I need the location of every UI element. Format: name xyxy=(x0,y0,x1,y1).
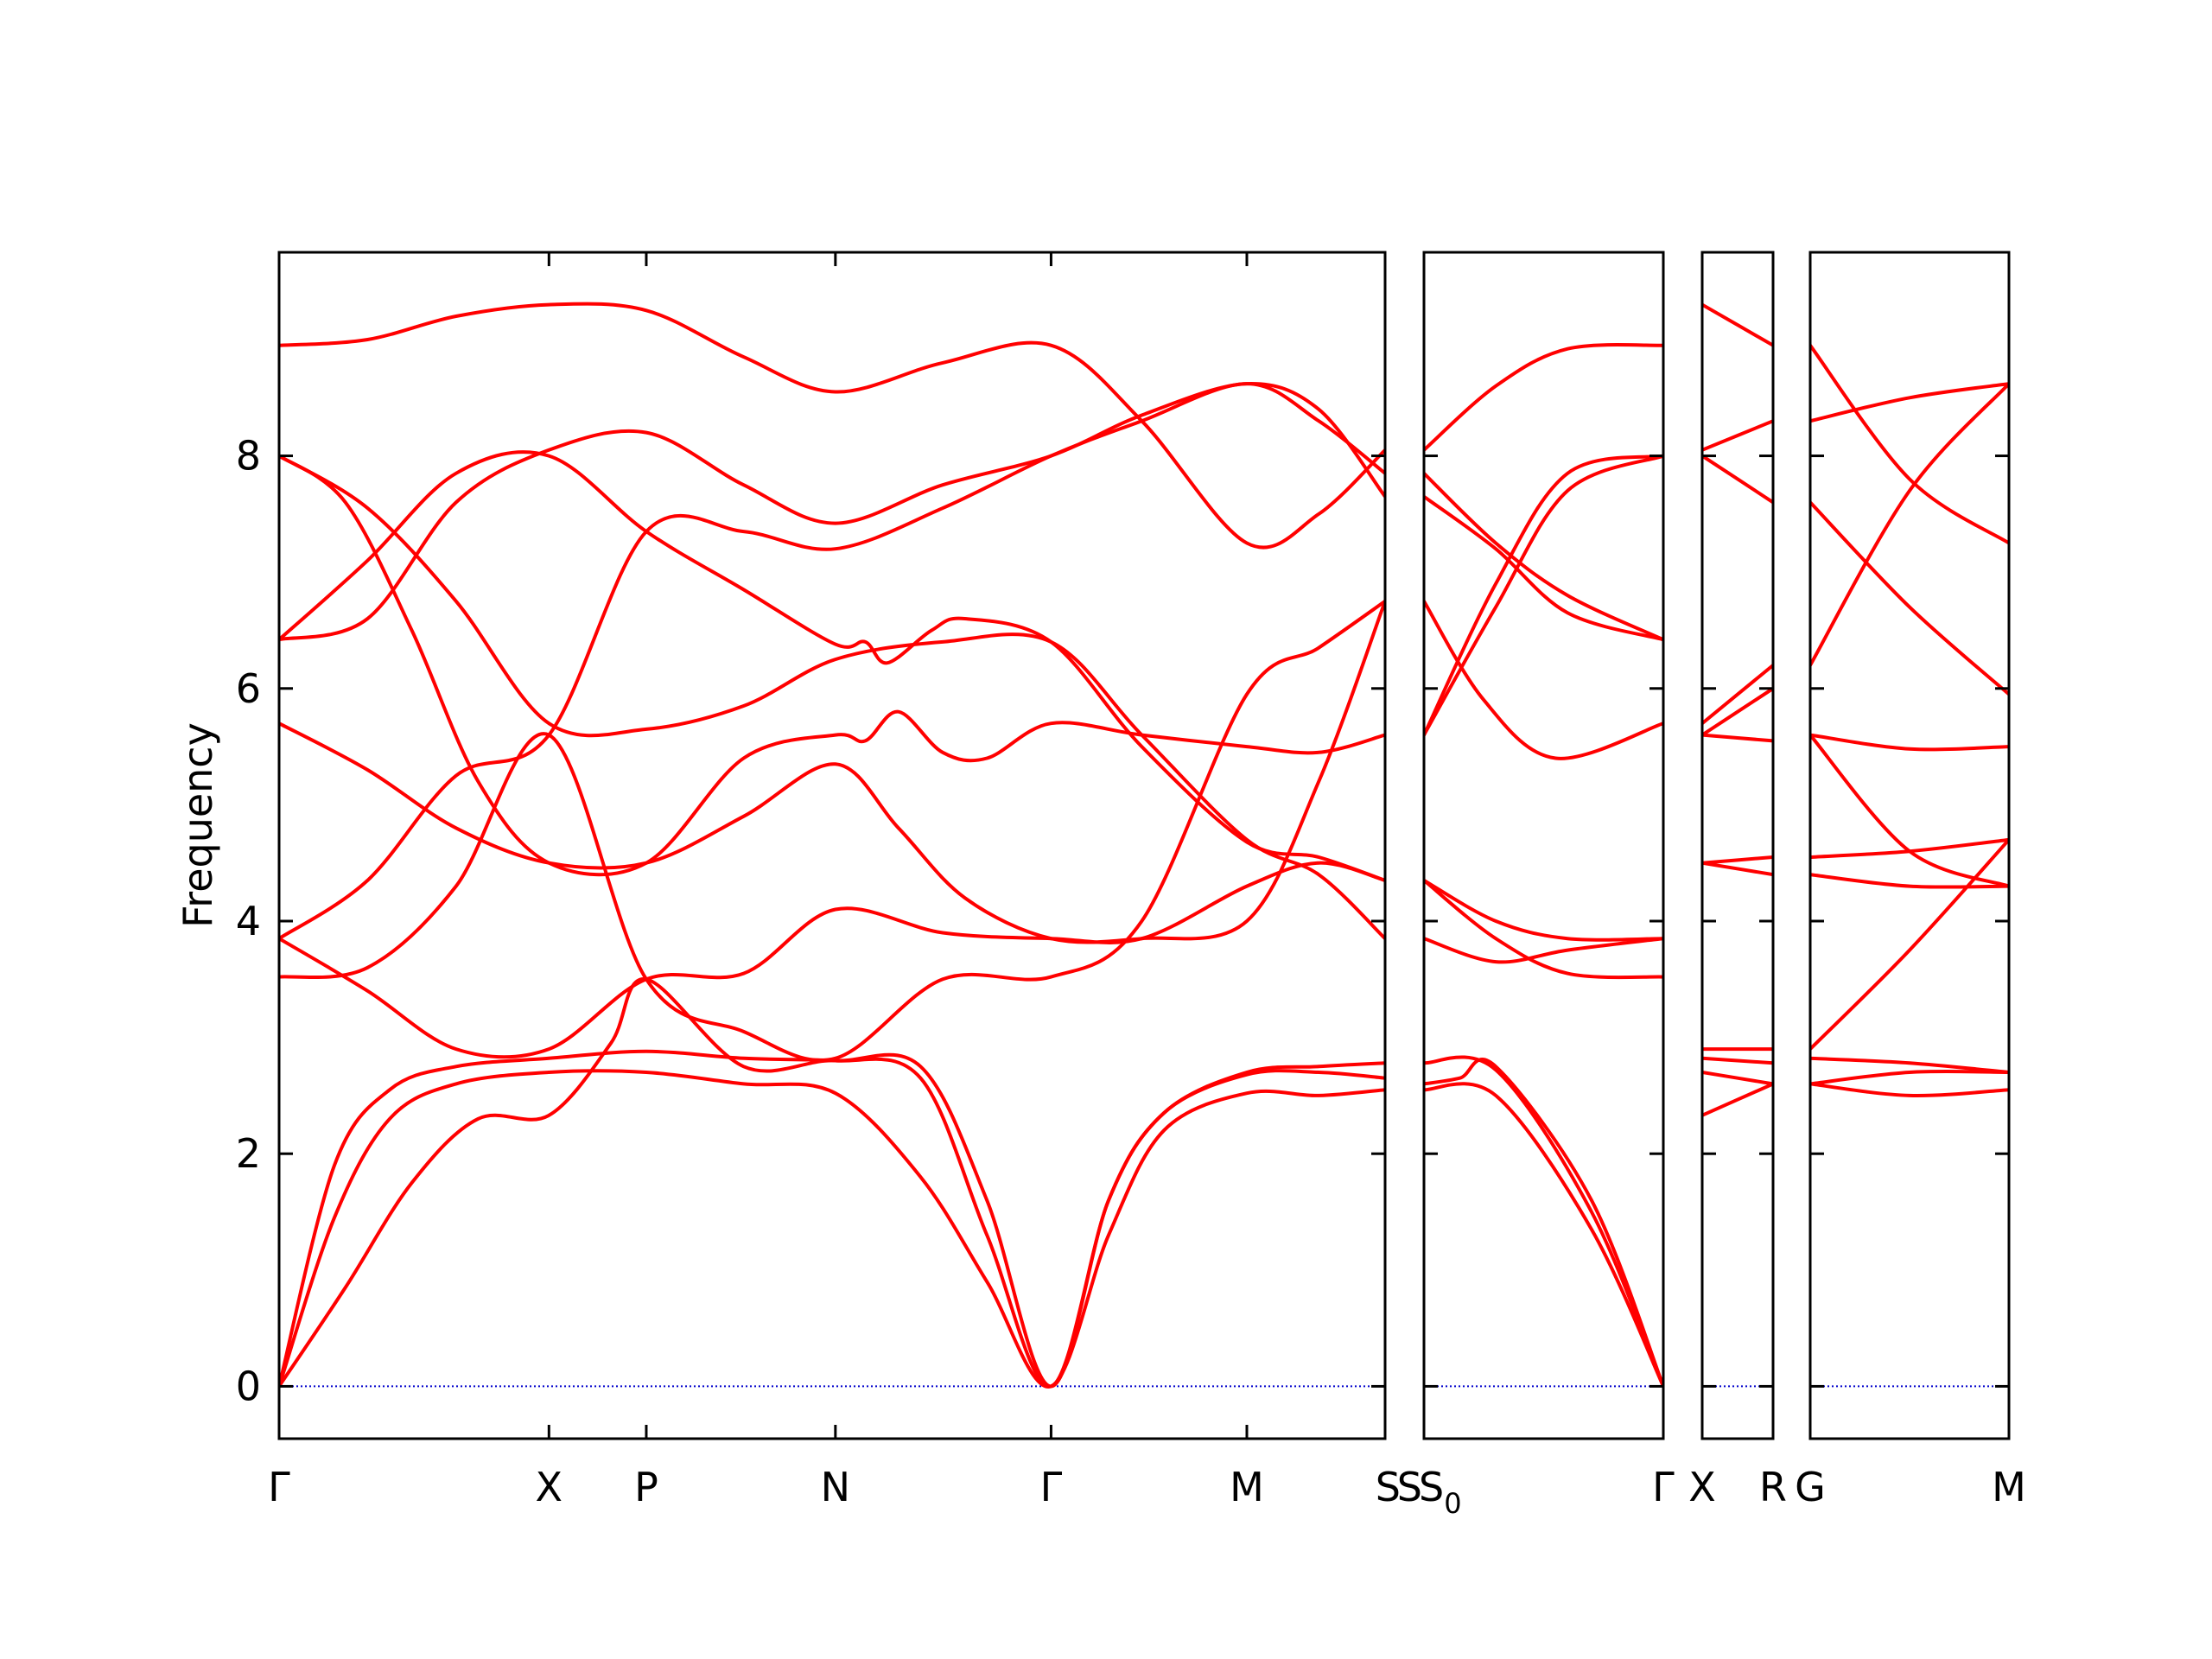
panel-2: SS0 Γ xyxy=(1397,251,1675,1520)
band-line-6 xyxy=(279,599,1385,944)
band-line-11 xyxy=(1810,1069,2009,1086)
band-line-1 xyxy=(1424,343,1663,452)
panel-frame xyxy=(1422,251,1665,1440)
band-line-10 xyxy=(1424,1055,1663,1389)
band-line-4 xyxy=(279,382,1385,642)
band-line-5 xyxy=(1424,454,1663,737)
band-line-5 xyxy=(1810,733,2009,752)
band-line-2 xyxy=(279,454,1385,941)
y-tick-label: 6 xyxy=(236,665,261,712)
band-line-1 xyxy=(1702,302,1773,347)
band-line-7 xyxy=(1702,855,1773,865)
x-tick-label-: Γ xyxy=(268,1464,290,1510)
x-tick-label-subscript: 0 xyxy=(1444,1487,1461,1520)
band-group xyxy=(1424,343,1663,1389)
y-tick-labels: 0 2 4 6 8 xyxy=(236,433,261,1410)
x-tick-label-p: P xyxy=(634,1464,658,1510)
band-line-11 xyxy=(1424,1058,1663,1389)
band-line-6 xyxy=(1702,686,1773,737)
band-group xyxy=(1702,302,1773,1117)
y-tick-label: 8 xyxy=(236,433,261,480)
band-line-8 xyxy=(1810,873,2009,889)
band-line-3 xyxy=(1702,454,1773,505)
band-line-8 xyxy=(279,861,1385,1059)
band-line-7 xyxy=(1810,837,2009,859)
band-line-9 xyxy=(1810,837,2009,1052)
band-line-3 xyxy=(279,454,1385,877)
band-group xyxy=(279,302,1385,1389)
x-tick-label-m: M xyxy=(1230,1464,1264,1510)
x-tick-label-r: R xyxy=(1759,1464,1787,1510)
y-tick-label: 0 xyxy=(236,1363,261,1409)
band-group xyxy=(1810,343,2009,1098)
band-line-8 xyxy=(1702,861,1773,877)
band-line-6 xyxy=(1424,454,1663,737)
band-line-3 xyxy=(1810,500,2009,696)
band-line-11 xyxy=(1702,1071,1773,1086)
y-axis-label: Frequency xyxy=(175,722,221,928)
x-tick-label-x: X xyxy=(1688,1464,1716,1510)
band-line-12 xyxy=(1702,1082,1773,1117)
band-line-11 xyxy=(279,1069,1385,1389)
band-line-5 xyxy=(279,450,1385,882)
panel-frame xyxy=(1808,251,2011,1440)
band-line-7 xyxy=(1424,878,1663,942)
band-line-9 xyxy=(1424,937,1663,964)
x-tick-label-s: S xyxy=(1397,1464,1422,1510)
band-line-2 xyxy=(1702,419,1773,452)
band-line-4 xyxy=(1702,663,1773,726)
x-tick-label-m: M xyxy=(1992,1464,2026,1510)
x-tick-label-n: N xyxy=(821,1464,850,1510)
x-tick-label-x: X xyxy=(536,1464,563,1510)
band-line-5 xyxy=(1702,733,1773,743)
band-line-1 xyxy=(279,302,1385,550)
band-line-10 xyxy=(1702,1056,1773,1065)
band-line-6 xyxy=(1810,733,2009,888)
y-tick-label: 4 xyxy=(236,898,261,944)
y-tick-label: 2 xyxy=(236,1130,261,1177)
band-line-7 xyxy=(279,382,1385,941)
x-tick-label-s: S0 xyxy=(1419,1464,1462,1520)
x-tick-label-g: G xyxy=(1795,1464,1826,1510)
band-line-4 xyxy=(1424,599,1663,760)
x-tick-label-: Γ xyxy=(1040,1464,1063,1510)
x-tick-label-s: S xyxy=(1376,1464,1401,1510)
x-tick-label-: Γ xyxy=(1652,1464,1675,1510)
band-line-4 xyxy=(1810,382,2009,667)
band-line-10 xyxy=(1810,1056,2009,1074)
band-line-9 xyxy=(279,599,1385,1063)
band-line-1 xyxy=(1810,343,2009,545)
band-line-12 xyxy=(279,977,1385,1389)
panel-frame xyxy=(1700,251,1775,1440)
band-line-3 xyxy=(1424,494,1663,642)
band-line-12 xyxy=(1424,1082,1663,1389)
panel-frame xyxy=(277,251,1387,1440)
band-line-2 xyxy=(1810,382,2009,423)
band-line-12 xyxy=(1810,1082,2009,1098)
band-line-2 xyxy=(1424,471,1663,642)
band-line-8 xyxy=(1424,878,1663,980)
